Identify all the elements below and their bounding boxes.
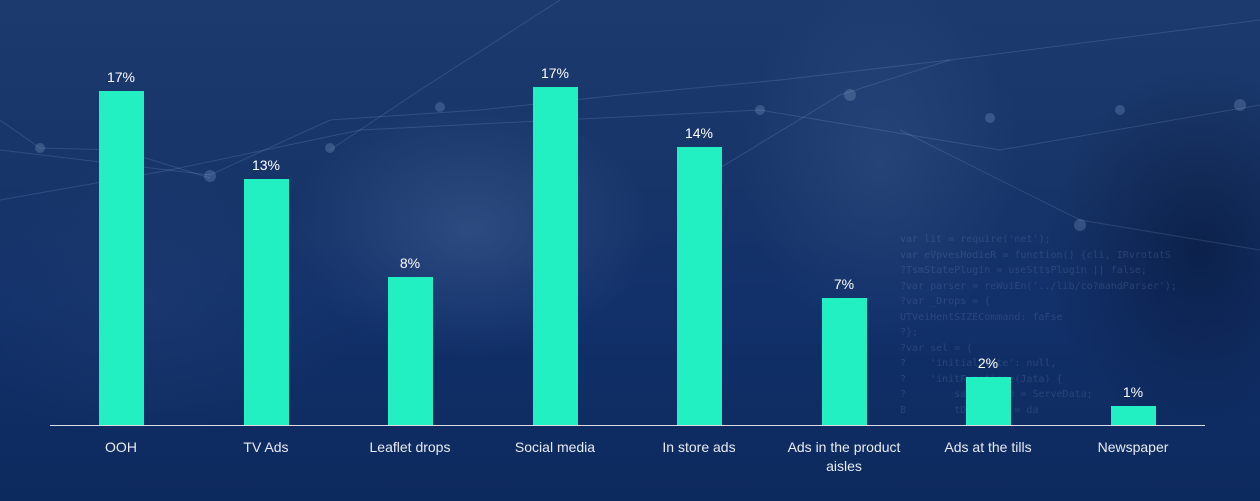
category-label-leaflet-drops: Leaflet drops xyxy=(369,439,451,455)
bar-leaflet-drops xyxy=(388,277,433,425)
value-label-newspaper: 1% xyxy=(1122,384,1144,400)
bar-social-media xyxy=(533,87,578,425)
category-label-ads-in-product-aisles: Ads in the product aisles xyxy=(787,439,901,474)
value-label-tv-ads: 13% xyxy=(251,157,281,173)
x-axis-line xyxy=(50,425,1205,426)
bar-tv-ads xyxy=(244,179,289,425)
category-label-newspaper: Newspaper xyxy=(1097,439,1169,455)
category-label-ads-at-tills: Ads at the tills xyxy=(944,439,1032,455)
bar-in-store-ads xyxy=(677,147,722,425)
value-label-ads-in-product-aisles: 7% xyxy=(833,276,855,292)
category-label-social-media: Social media xyxy=(514,439,596,455)
category-label-in-store-ads: In store ads xyxy=(662,439,736,455)
bar-ads-at-tills xyxy=(966,377,1011,425)
value-label-leaflet-drops: 8% xyxy=(399,255,421,271)
bar-ads-in-product-aisles xyxy=(822,298,867,425)
value-label-in-store-ads: 14% xyxy=(684,125,714,141)
category-label-tv-ads: TV Ads xyxy=(243,439,289,455)
bar-ooh xyxy=(99,91,144,425)
category-label-ooh: OOH xyxy=(105,439,137,455)
value-label-social-media: 17% xyxy=(540,65,570,81)
bar-newspaper xyxy=(1111,406,1156,425)
value-label-ooh: 17% xyxy=(106,69,136,85)
value-label-ads-at-tills: 2% xyxy=(977,355,999,371)
